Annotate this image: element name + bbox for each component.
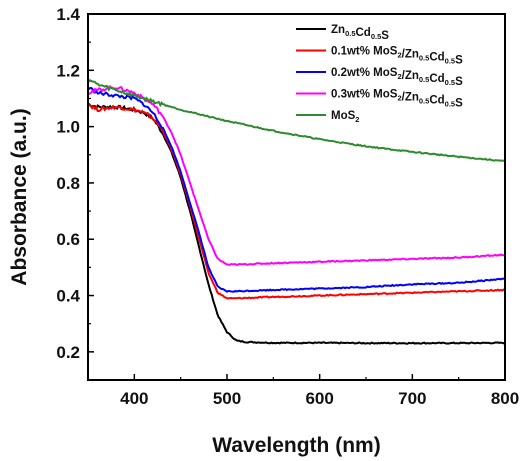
y-tick-label: 1.0 bbox=[56, 118, 80, 137]
series-line-3 bbox=[87, 86, 505, 293]
legend-label-2: 0.1wt% MoS2/Zn0.5Cd0.5S bbox=[331, 46, 463, 67]
legend-label-5: MoS2 bbox=[331, 110, 359, 124]
legend: Zn0.5Cd0.5S 0.1wt% MoS2/Zn0.5Cd0.5S0.2wt%… bbox=[296, 24, 463, 124]
y-tick-label: 0.2 bbox=[56, 343, 80, 362]
legend-label-1: Zn0.5Cd0.5S bbox=[331, 24, 389, 42]
x-tick-label: 800 bbox=[491, 389, 519, 408]
y-tick-label: 0.8 bbox=[56, 174, 80, 193]
plot-frame bbox=[87, 13, 506, 381]
x-tick-label: 400 bbox=[120, 389, 148, 408]
series-layer bbox=[87, 78, 506, 345]
legend-label-3: 0.2wt% MoS2/Zn0.5Cd0.5S bbox=[331, 67, 463, 88]
y-axis-label: Absorbance (a.u.) bbox=[8, 108, 31, 285]
y-tick-label: 1.2 bbox=[56, 61, 80, 80]
series-line-4 bbox=[87, 84, 505, 267]
y-tick-label: 1.4 bbox=[56, 5, 80, 24]
x-tick-label: 500 bbox=[213, 389, 241, 408]
legend-label-4: 0.3wt% MoS2/Zn0.5Cd0.5S bbox=[331, 89, 463, 110]
series-line-5 bbox=[87, 78, 506, 162]
ticks-layer: 400 500 600 700 800 0.2 0.4 0.6 0.8 1.0 1.2 1.4 bbox=[56, 5, 519, 408]
x-axis-label: Wavelength (nm) bbox=[212, 434, 380, 457]
y-tick-label: 0.6 bbox=[56, 230, 80, 249]
x-tick-label: 600 bbox=[305, 389, 333, 408]
y-tick-label: 0.4 bbox=[56, 287, 80, 306]
x-tick-label: 700 bbox=[398, 389, 426, 408]
series-line-1 bbox=[87, 103, 506, 345]
series-line-2 bbox=[87, 104, 506, 300]
